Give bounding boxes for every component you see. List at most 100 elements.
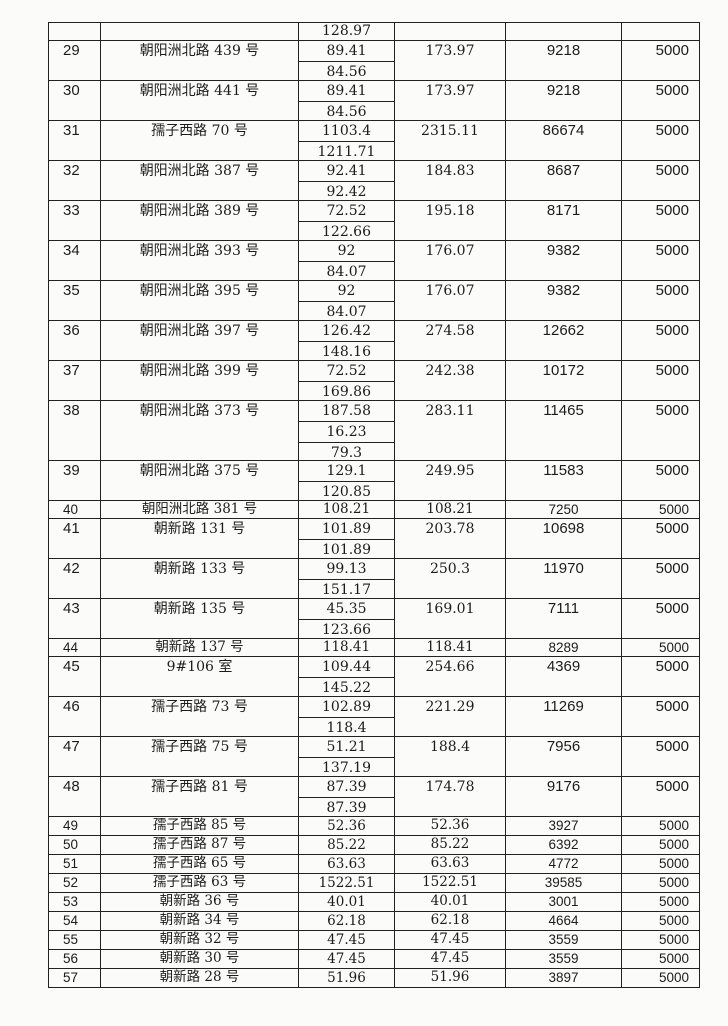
table-row-partial: 128.97 — [49, 23, 699, 41]
total-area-cell: 188.4 — [395, 737, 506, 776]
cap-cell: 5000 — [658, 856, 689, 871]
area-value: 99.13 — [299, 559, 394, 580]
area-value: 89.41 — [299, 41, 394, 62]
table-row: 44 朝新路 137 号 118.41 118.41 8289 5000 — [49, 639, 699, 657]
area-cell: 52.36 — [299, 817, 395, 835]
total-area-cell: 203.78 — [395, 519, 506, 558]
area-cell: 51.21 137.19 — [299, 737, 395, 776]
area-cell: 89.41 84.56 — [299, 81, 395, 120]
total-area-cell: 118.41 — [395, 639, 506, 656]
row-number: 57 — [49, 969, 101, 987]
table-row: 33 朝阳洲北路 389 号 72.52 122.66 195.18 8171 5000 — [49, 201, 699, 241]
price-cell: 8687 — [506, 161, 622, 200]
address-cell: 朝阳洲北路 439 号 — [101, 41, 299, 80]
area-cell: 102.89 118.4 — [299, 697, 395, 736]
area-value: 101.89 — [299, 519, 394, 540]
area-value: 84.07 — [326, 264, 367, 280]
price-cell: 3897 — [506, 969, 622, 987]
row-number: 31 — [49, 121, 101, 160]
area-value: 85.22 — [327, 836, 366, 853]
total-area-cell: 108.21 — [395, 501, 506, 518]
area-cell: 72.52 169.86 — [299, 361, 395, 400]
address-cell: 朝阳洲北路 381 号 — [101, 501, 299, 518]
no-cell — [49, 23, 101, 40]
area-value: 187.58 — [299, 401, 394, 422]
table-row: 55 朝新路 32 号 47.45 47.45 3559 5000 — [49, 931, 699, 950]
cap-cell: 5000 — [655, 202, 689, 219]
address-cell: 朝新路 131 号 — [101, 519, 299, 558]
area-cell: 87.39 87.39 — [299, 777, 395, 816]
area-value: 123.66 — [322, 622, 371, 638]
table-row: 37 朝阳洲北路 399 号 72.52 169.86 242.38 10172 5000 — [49, 361, 699, 401]
area-value: 118.41 — [322, 639, 371, 655]
table-row: 47 孺子西路 75 号 51.21 137.19 188.4 7956 5000 — [49, 737, 699, 777]
table-row: 57 朝新路 28 号 51.96 51.96 3897 5000 — [49, 969, 699, 988]
price-cell: 10172 — [506, 361, 622, 400]
area-value: 92 — [299, 281, 394, 302]
table-row: 31 孺子西路 70 号 1103.4 1211.71 2315.11 86674 5000 — [49, 121, 699, 161]
price-cell: 3001 — [506, 893, 622, 911]
total-area-cell: 173.97 — [395, 81, 506, 120]
area-value: 51.96 — [327, 969, 366, 986]
address-cell: 朝阳洲北路 397 号 — [101, 321, 299, 360]
cap-cell: 5000 — [655, 738, 689, 755]
area-cell: 45.35 123.66 — [299, 599, 395, 638]
address-cell: 朝阳洲北路 375 号 — [101, 461, 299, 500]
price-cell: 11269 — [506, 697, 622, 736]
cap-cell: 5000 — [655, 520, 689, 537]
table-row: 43 朝新路 135 号 45.35 123.66 169.01 7111 5000 — [49, 599, 699, 639]
price-cell: 39585 — [506, 874, 622, 892]
area-cell: 85.22 — [299, 836, 395, 854]
address-cell: 朝新路 28 号 — [101, 969, 299, 987]
table-row: 51 孺子西路 65 号 63.63 63.63 4772 5000 — [49, 855, 699, 874]
total-area-cell: 85.22 — [395, 836, 506, 854]
row-number: 48 — [49, 777, 101, 816]
table-row: 41 朝新路 131 号 101.89 101.89 203.78 10698 5000 — [49, 519, 699, 559]
price-cell: 3927 — [506, 817, 622, 835]
cap-cell: 5000 — [655, 42, 689, 59]
table-row: 49 孺子西路 85 号 52.36 52.36 3927 5000 — [49, 817, 699, 836]
total-area-cell: 2315.11 — [395, 121, 506, 160]
total-area-cell: 63.63 — [395, 855, 506, 873]
address-cell: 朝新路 137 号 — [101, 639, 299, 656]
row-number: 56 — [49, 950, 101, 968]
address-cell: 朝阳洲北路 387 号 — [101, 161, 299, 200]
area-value: 1103.4 — [299, 121, 394, 142]
area-cell: 62.18 — [299, 912, 395, 930]
cap-cell: 5000 — [655, 362, 689, 379]
table-row: 32 朝阳洲北路 387 号 92.41 92.42 184.83 8687 5000 — [49, 161, 699, 201]
area-value: 151.17 — [322, 582, 371, 598]
area-cell: 63.63 — [299, 855, 395, 873]
address-cell: 孺子西路 70 号 — [101, 121, 299, 160]
cap-cell: 5000 — [658, 837, 689, 852]
row-number: 46 — [49, 697, 101, 736]
row-number: 38 — [49, 401, 101, 460]
table-row: 34 朝阳洲北路 393 号 92 84.07 176.07 9382 5000 — [49, 241, 699, 281]
cap-cell: 5000 — [658, 894, 689, 909]
area-cell: 126.42 148.16 — [299, 321, 395, 360]
address-cell: 孺子西路 65 号 — [101, 855, 299, 873]
area-value: 62.18 — [327, 912, 366, 929]
row-number: 39 — [49, 461, 101, 500]
total-area-cell — [395, 23, 506, 40]
area-cell: 72.52 122.66 — [299, 201, 395, 240]
area-cell: 109.44 145.22 — [299, 657, 395, 696]
cap-cell: 5000 — [655, 462, 689, 479]
area-cell: 51.96 — [299, 969, 395, 987]
area-value: 145.22 — [322, 680, 371, 696]
total-area-cell: 174.78 — [395, 777, 506, 816]
address-cell: 孺子西路 73 号 — [101, 697, 299, 736]
cap-cell: 5000 — [655, 698, 689, 715]
price-cell: 11465 — [506, 401, 622, 460]
area-value: 92.41 — [299, 161, 394, 182]
area-value: 137.19 — [322, 760, 371, 776]
row-number: 53 — [49, 893, 101, 911]
area-value: 45.35 — [299, 599, 394, 620]
area-value: 72.52 — [299, 361, 394, 382]
address-cell: 朝阳洲北路 389 号 — [101, 201, 299, 240]
area-cell: 1522.51 — [299, 874, 395, 892]
row-number: 30 — [49, 81, 101, 120]
price-cell: 9382 — [506, 281, 622, 320]
table-row: 48 孺子西路 81 号 87.39 87.39 174.78 9176 5000 — [49, 777, 699, 817]
area-value: 84.07 — [326, 304, 367, 320]
